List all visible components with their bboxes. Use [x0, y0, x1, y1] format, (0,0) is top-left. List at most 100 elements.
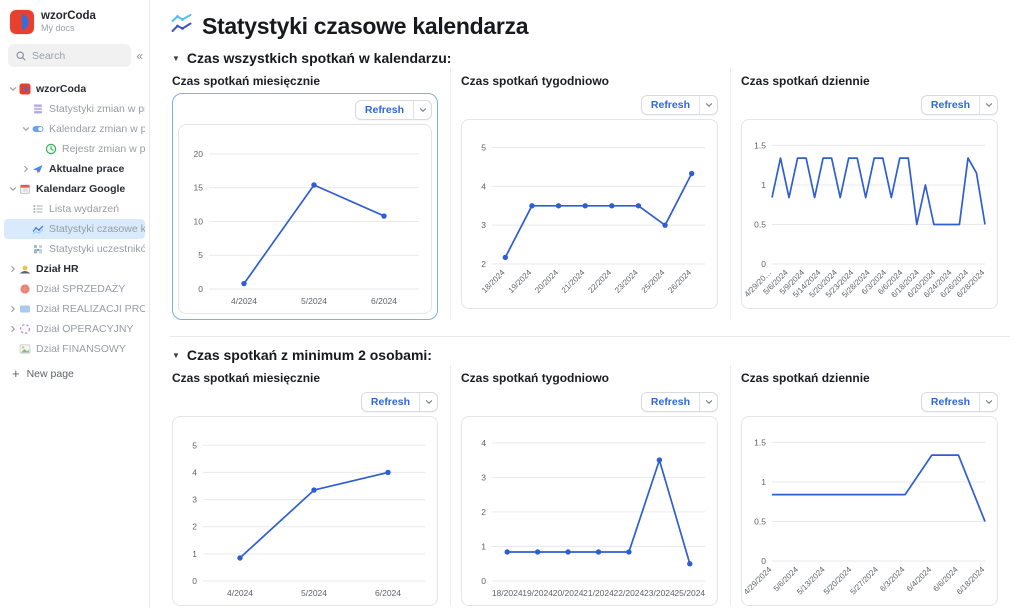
sidebar-item-dział-operacyjny[interactable]: Dział OPERACYJNY — [4, 319, 145, 339]
svg-text:21/2024: 21/2024 — [583, 588, 614, 598]
chart-widget: Refresh 0 1 2 3 4 5 4/2024 5/2024 6/2024 — [172, 390, 438, 606]
svg-text:3: 3 — [481, 220, 486, 230]
refresh-label[interactable]: Refresh — [922, 392, 980, 411]
sidebar-collapse-button[interactable]: « — [136, 48, 143, 63]
svg-text:4: 4 — [481, 181, 486, 191]
chart-plot-area[interactable]: 0 0.5 1 1.5 4/29/20… 5/6/2024 5/9/2024 5/14/202… — [741, 119, 998, 309]
svg-text:4/2024: 4/2024 — [227, 588, 253, 598]
sunrise-icon — [19, 263, 31, 275]
collapse-triangle-icon: ▼ — [172, 53, 180, 63]
svg-text:22/2024: 22/2024 — [586, 268, 613, 295]
main-content: Statystyki czasowe kalendarza ▼ Czas wsz… — [150, 0, 1024, 608]
section-heading: Czas wszystkich spotkań w kalendarzu: — [186, 50, 452, 66]
svg-text:5: 5 — [198, 250, 203, 260]
refresh-button[interactable]: Refresh — [920, 391, 998, 412]
refresh-button[interactable]: Refresh — [920, 94, 998, 115]
sidebar-item-dział-hr[interactable]: Dział HR — [4, 259, 145, 279]
chart-plot-area[interactable]: 0 1 2 3 4 18/2024 19/2024 20/2024 21/2024 22/2024… — [461, 416, 718, 606]
refresh-label[interactable]: Refresh — [356, 100, 414, 119]
rect-blue-icon — [19, 303, 31, 315]
search-input[interactable]: Search — [8, 44, 132, 67]
page-chart-icon — [170, 12, 193, 40]
refresh-dropdown-caret-icon[interactable] — [980, 393, 997, 411]
svg-text:4/29/2024: 4/29/2024 — [744, 565, 774, 597]
sidebar-item-lista-wydarzeń[interactable]: Lista wydarzeń — [4, 199, 145, 219]
sidebar-item-kalendarz-zmian-w-pr[interactable]: Kalendarz zmian w pr… — [4, 119, 145, 139]
sidebar-item-statystyki-zmian-w-pro[interactable]: Statystyki zmian w pro… — [4, 99, 145, 119]
sidebar-item-label: Dział HR — [36, 263, 79, 275]
sidebar-item-dział-realizacji-projek[interactable]: Dział REALIZACJI PROJEK… — [4, 299, 145, 319]
chart-plot-area[interactable]: 2 3 4 5 18/2024 19/2024 20/2024 21/2024 22/2024 2… — [461, 119, 718, 309]
sidebar-tree: wzorCoda Statystyki zmian w pro… Kalendarz… — [0, 79, 149, 359]
sidebar-item-rejestr-zmian-w-pr[interactable]: Rejestr zmian w pr… — [4, 139, 145, 159]
refresh-label[interactable]: Refresh — [922, 95, 980, 114]
section-header-all-meetings[interactable]: ▼ Czas wszystkich spotkań w kalendarzu: — [172, 50, 1010, 66]
svg-text:0.5: 0.5 — [754, 219, 766, 229]
section-divider — [170, 336, 1010, 337]
chart-title: Czas spotkań dziennie — [741, 371, 870, 385]
refresh-button[interactable]: Refresh — [354, 99, 432, 120]
sidebar-item-label: Lista wydarzeń — [49, 203, 120, 215]
sidebar-item-wzorcoda[interactable]: wzorCoda — [4, 79, 145, 99]
search-icon — [16, 50, 26, 61]
svg-text:1.5: 1.5 — [754, 140, 766, 150]
svg-text:0: 0 — [192, 576, 197, 586]
sidebar-item-label: Kalendarz Google — [36, 183, 126, 195]
sidebar: wzorCoda My docs Search « wzorCoda Statys… — [0, 0, 150, 608]
sidebar-item-statystyki-uczestnikó[interactable]: Statystyki uczestnikó… — [4, 239, 145, 259]
workspace-header[interactable]: wzorCoda My docs — [0, 10, 149, 34]
list-icon — [32, 203, 44, 215]
chevron-down-icon[interactable] — [7, 185, 19, 193]
refresh-button[interactable]: Refresh — [360, 391, 438, 412]
chart-widget-selected: Refresh 0 5 10 15 20 4/2024 5/2024 6/2024 — [172, 93, 438, 320]
sidebar-item-statystyki-czasowe-kaler[interactable]: Statystyki czasowe kaler — [4, 219, 145, 239]
refresh-label[interactable]: Refresh — [642, 392, 700, 411]
sidebar-item-dział-finansowy[interactable]: Dział FINANSOWY — [4, 339, 145, 359]
svg-text:6/18/2024: 6/18/2024 — [955, 565, 987, 597]
refresh-label[interactable]: Refresh — [642, 95, 700, 114]
refresh-dropdown-caret-icon[interactable] — [700, 393, 717, 411]
svg-text:5/2024: 5/2024 — [301, 296, 327, 306]
svg-text:1.5: 1.5 — [754, 437, 766, 447]
svg-text:5/2024: 5/2024 — [301, 588, 327, 598]
new-page-button[interactable]: + New page — [12, 367, 139, 380]
sidebar-item-label: Kalendarz zmian w pr… — [49, 123, 145, 135]
sidebar-item-label: Aktualne prace — [49, 163, 125, 175]
svg-text:26/2024: 26/2024 — [666, 268, 693, 295]
sidebar-item-label: Statystyki uczestnikó… — [49, 243, 145, 255]
sidebar-item-dział-sprzedaży[interactable]: Dział SPRZEDAŻY — [4, 279, 145, 299]
chart-plot-area[interactable]: 0 0.5 1 1.5 4/29/2024 5/6/2024 5/13/2024 5/20/2… — [741, 416, 998, 606]
svg-text:23/2024: 23/2024 — [644, 588, 675, 598]
collapse-triangle-icon: ▼ — [172, 350, 180, 360]
chevron-down-icon[interactable] — [20, 125, 32, 133]
section-header-min-2-people[interactable]: ▼ Czas spotkań z minimum 2 osobami: — [172, 347, 1010, 363]
chevron-right-icon[interactable] — [20, 165, 32, 173]
chevron-right-icon[interactable] — [7, 325, 19, 333]
people-stats-icon — [32, 243, 44, 255]
sidebar-item-aktualne-prace[interactable]: Aktualne prace — [4, 159, 145, 179]
megaphone-icon — [32, 163, 44, 175]
chart-plot-area[interactable]: 0 1 2 3 4 5 4/2024 5/2024 6/2024 — [172, 416, 438, 606]
sidebar-item-kalendarz-google[interactable]: Kalendarz Google — [4, 179, 145, 199]
svg-text:20/2024: 20/2024 — [553, 588, 584, 598]
svg-text:1: 1 — [481, 541, 486, 551]
chevron-right-icon[interactable] — [7, 305, 19, 313]
chart-title: Czas spotkań dziennie — [741, 74, 870, 88]
svg-text:0.5: 0.5 — [754, 516, 766, 526]
refresh-dropdown-caret-icon[interactable] — [700, 96, 717, 114]
refresh-button[interactable]: Refresh — [640, 391, 718, 412]
svg-text:20: 20 — [194, 149, 204, 159]
chart-plot-area[interactable]: 0 5 10 15 20 4/2024 5/2024 6/2024 — [178, 124, 432, 314]
refresh-label[interactable]: Refresh — [362, 392, 420, 411]
chevron-right-icon[interactable] — [7, 265, 19, 273]
refresh-button[interactable]: Refresh — [640, 94, 718, 115]
chart-widget: Refresh 0 0.5 1 1.5 4/29/2024 5/6/2024 5/13/202… — [741, 390, 998, 606]
sidebar-item-label: Dział FINANSOWY — [36, 343, 126, 355]
chart-title: Czas spotkań tygodniowo — [461, 74, 610, 88]
refresh-dropdown-caret-icon[interactable] — [420, 393, 437, 411]
chevron-down-icon[interactable] — [7, 85, 19, 93]
svg-text:19/2024: 19/2024 — [522, 588, 553, 598]
refresh-dropdown-caret-icon[interactable] — [980, 96, 997, 114]
chart-panel-czas-spotkań-tygodniowo-1: Czas spotkań tygodniowo Refresh 0 1 2 3 4 18/20… — [450, 365, 730, 606]
refresh-dropdown-caret-icon[interactable] — [414, 101, 431, 119]
